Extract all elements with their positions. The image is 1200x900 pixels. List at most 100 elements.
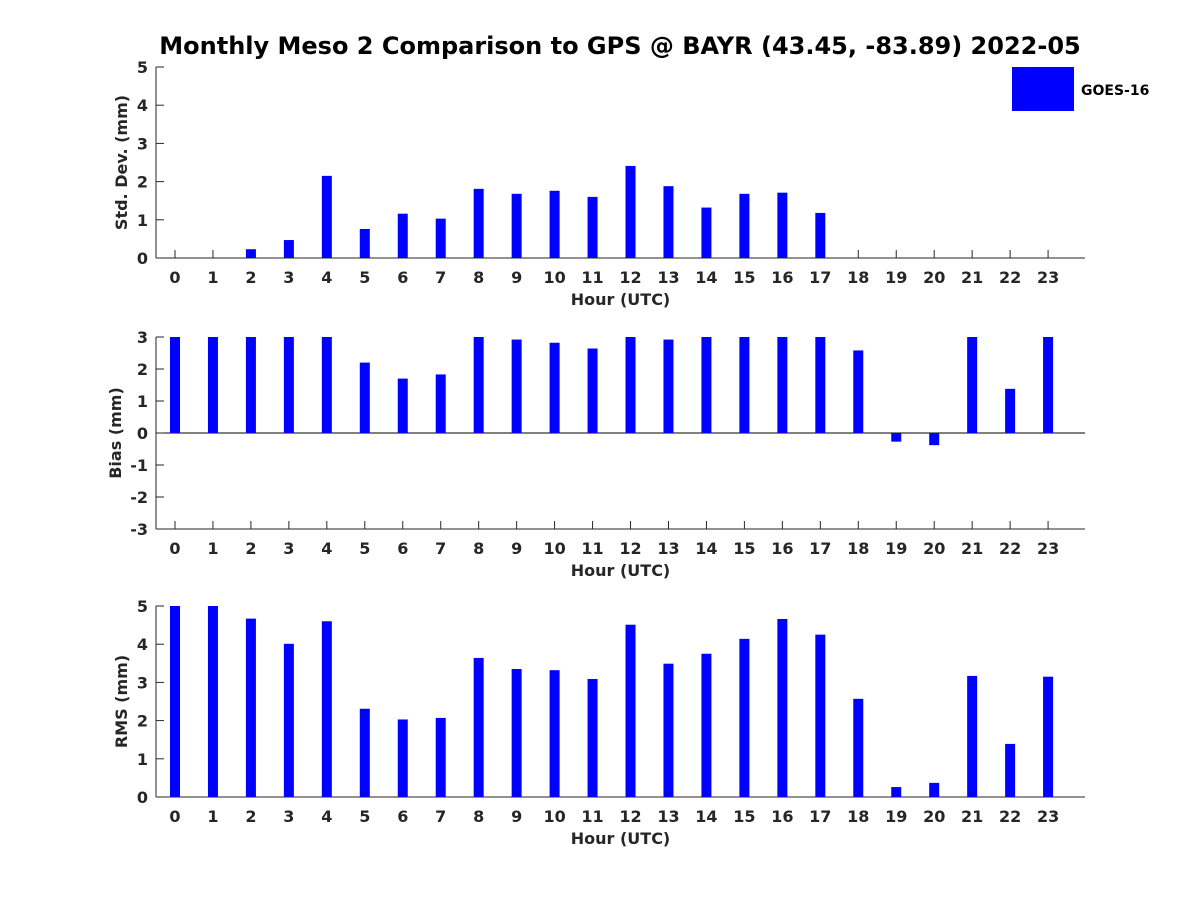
x-tick-label: 16 [771,268,793,287]
bar-hour-13 [663,186,674,258]
bar-hour-15 [739,638,750,797]
x-tick-label: 8 [473,539,484,558]
y-tick-label: -3 [130,520,148,539]
bar-hour-16 [777,337,788,433]
x-tick-label: 19 [885,539,907,558]
chart-title: Monthly Meso 2 Comparison to GPS @ BAYR … [159,32,1080,60]
x-tick-label: 2 [245,539,256,558]
x-tick-label: 13 [657,268,679,287]
bar-hour-2 [245,249,256,258]
x-tick-label: 17 [809,268,831,287]
x-tick-label: 5 [359,539,370,558]
y-tick-label: 5 [137,597,148,616]
x-tick-label: 4 [321,807,332,826]
bar-hour-13 [663,663,674,797]
bar-hour-9 [511,193,522,258]
y-tick-label: 3 [137,673,148,692]
bar-hour-12 [625,337,636,433]
bar-hour-14 [701,207,712,258]
y-axis-label: Std. Dev. (mm) [112,95,131,230]
x-tick-label: 22 [999,539,1021,558]
x-tick-label: 12 [619,807,641,826]
bar-hour-13 [663,339,674,433]
x-tick-label: 14 [695,807,717,826]
bar-hour-11 [587,196,598,258]
x-tick-label: 5 [359,268,370,287]
bar-hour-2 [245,618,256,797]
bar-hour-7 [435,374,446,433]
bar-hour-22 [1005,388,1016,433]
x-tick-label: 3 [283,268,294,287]
x-tick-label: 20 [923,268,945,287]
x-tick-label: 9 [511,539,522,558]
x-tick-label: 18 [847,268,869,287]
bar-hour-18 [853,350,864,433]
bar-hour-19 [891,433,902,442]
y-tick-label: 4 [137,635,148,654]
y-axis-label: Bias (mm) [106,387,125,479]
y-tick-label: 5 [137,58,148,77]
bar-hour-8 [473,337,484,433]
bar-hour-5 [359,362,370,433]
x-tick-label: 23 [1037,807,1059,826]
bar-hour-20 [929,433,940,446]
x-tick-label: 23 [1037,539,1059,558]
bar-hour-14 [701,653,712,797]
bar-hour-17 [815,634,826,797]
x-tick-label: 13 [657,807,679,826]
bar-hour-23 [1043,676,1054,797]
x-tick-label: 0 [169,268,180,287]
x-tick-label: 8 [473,268,484,287]
y-tick-label: 4 [137,96,148,115]
bar-hour-4 [321,337,332,433]
x-tick-label: 2 [245,807,256,826]
bar-hour-10 [549,342,560,433]
bar-hour-17 [815,212,826,258]
x-tick-label: 10 [543,268,565,287]
x-tick-label: 16 [771,539,793,558]
bar-hour-16 [777,192,788,258]
x-tick-label: 22 [999,268,1021,287]
y-tick-label: 3 [137,328,148,347]
bar-hour-4 [321,175,332,258]
x-tick-label: 1 [207,539,218,558]
legend-swatch [1012,67,1074,111]
bar-hour-8 [473,188,484,258]
bar-hour-6 [397,378,408,433]
legend: GOES-16 [1012,67,1149,111]
x-axis-label: Hour (UTC) [571,829,671,848]
x-axis-label: Hour (UTC) [571,561,671,580]
x-tick-label: 17 [809,807,831,826]
x-tick-label: 9 [511,807,522,826]
x-tick-label: 9 [511,268,522,287]
x-tick-label: 3 [283,539,294,558]
y-tick-label: 1 [137,211,148,230]
x-tick-label: 5 [359,807,370,826]
y-tick-label: 0 [137,788,148,807]
x-tick-label: 18 [847,539,869,558]
bar-hour-16 [777,618,788,797]
x-tick-label: 7 [435,539,446,558]
bar-hour-2 [245,337,256,433]
x-tick-label: 13 [657,539,679,558]
x-tick-label: 6 [397,539,408,558]
x-tick-label: 21 [961,268,983,287]
bar-hour-23 [1043,337,1054,433]
y-tick-label: 2 [137,173,148,192]
x-tick-label: 21 [961,807,983,826]
bar-hour-8 [473,657,484,797]
x-tick-label: 6 [397,807,408,826]
x-tick-label: 3 [283,807,294,826]
bar-hour-7 [435,717,446,797]
x-tick-label: 4 [321,268,332,287]
bar-hour-9 [511,339,522,433]
y-tick-label: 0 [137,249,148,268]
bar-hour-4 [321,621,332,797]
bar-hour-20 [929,782,940,797]
bar-hour-18 [853,698,864,797]
x-tick-label: 10 [543,539,565,558]
